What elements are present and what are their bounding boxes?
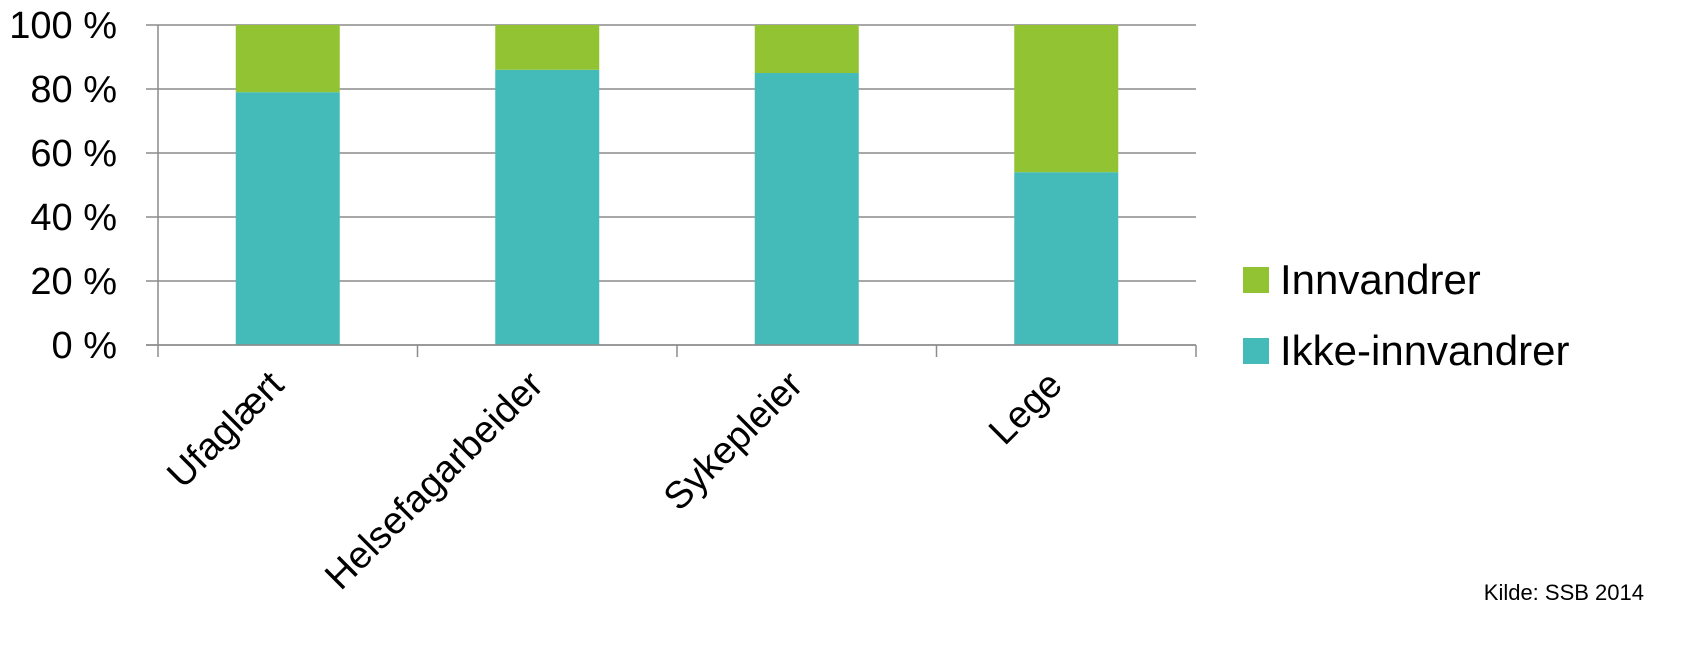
source-note: Kilde: SSB 2014 — [1483, 580, 1644, 605]
bar-ikke-innvandrer — [495, 69, 600, 346]
y-tick-label: 0 % — [52, 325, 117, 367]
legend-label: Ikke-innvandrer — [1280, 327, 1569, 374]
axes — [146, 25, 1197, 357]
legend-label: Innvandrer — [1280, 256, 1481, 303]
bar-ikke-innvandrer — [754, 73, 859, 345]
y-tick-label: 60 % — [30, 133, 117, 175]
x-tick-label: Sykepleier — [656, 363, 811, 518]
y-tick-label: 20 % — [30, 261, 117, 303]
y-tick-label: 100 % — [9, 5, 117, 47]
x-tick-label: Lege — [981, 364, 1070, 453]
bar-ikke-innvandrer — [235, 92, 340, 345]
bar-innvandrer — [1014, 25, 1119, 173]
legend: Innvandrer Ikke-innvandrer — [1243, 256, 1569, 374]
bar-innvandrer — [495, 25, 600, 70]
x-tick-labels: Ufaglært Helsefagarbeider Sykepleier Lege — [159, 363, 1070, 598]
legend-swatch — [1243, 267, 1269, 293]
y-tick-label: 40 % — [30, 197, 117, 239]
y-tick-label: 80 % — [30, 69, 117, 111]
x-tick-label: Helsefagarbeider — [317, 363, 552, 598]
bar-ikke-innvandrer — [1014, 172, 1119, 345]
y-tick-labels: 0 % 20 % 40 % 60 % 80 % 100 % — [9, 5, 117, 367]
bars — [235, 25, 1119, 346]
bar-innvandrer — [754, 25, 859, 73]
legend-swatch — [1243, 338, 1269, 364]
bar-innvandrer — [235, 25, 340, 93]
x-tick-label: Ufaglært — [159, 363, 292, 496]
